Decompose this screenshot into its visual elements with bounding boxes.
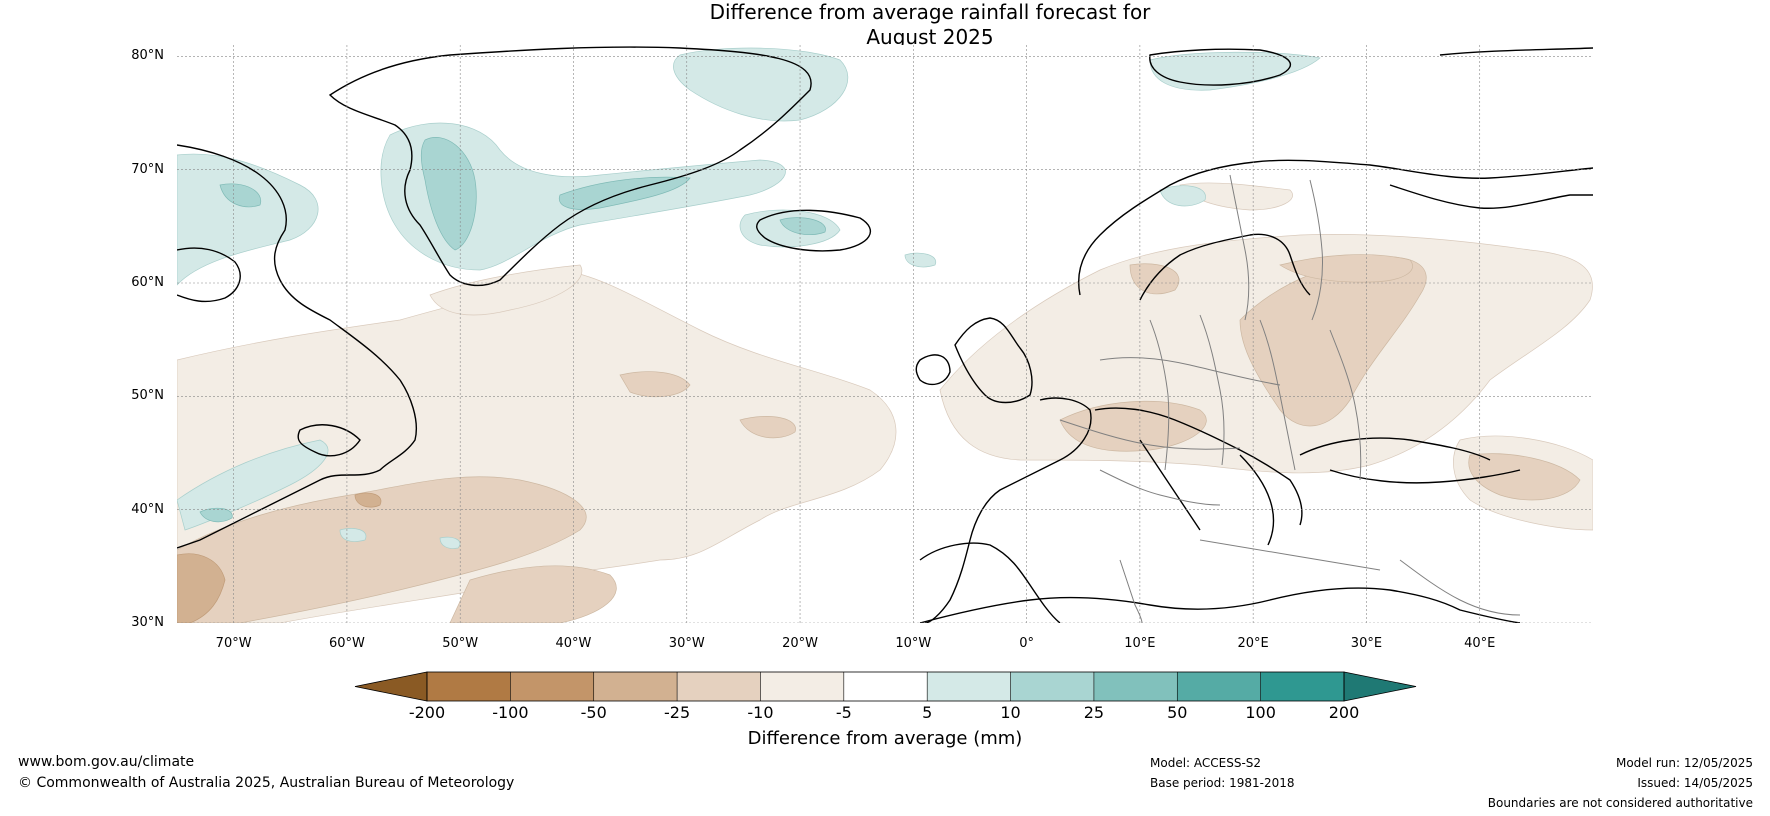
longitude-label: 20°E	[1237, 636, 1269, 651]
colorbar-segment	[1010, 672, 1094, 701]
latitude-label: 50°N	[131, 388, 164, 404]
colorbar-segment	[427, 672, 511, 701]
longitude-label: 10°W	[895, 636, 932, 651]
colorbar-tick-label: 25	[1083, 703, 1105, 722]
longitude-label: 40°E	[1464, 636, 1496, 651]
chart-title: Difference from average rainfall forecas…	[0, 0, 1770, 50]
colorbar-segment	[1260, 672, 1344, 701]
base-period-text: Base period: 1981-2018	[1150, 776, 1295, 790]
colorbar-tick-label: 5	[922, 703, 933, 722]
model-text: Model: ACCESS-S2	[1150, 756, 1262, 770]
colorbar-segment	[677, 672, 761, 701]
colorbar-tick-label: -50	[580, 703, 607, 722]
colorbar-segment	[1093, 672, 1178, 701]
longitude-label: 0°	[1019, 636, 1034, 651]
dry-anomaly-strongest	[177, 492, 382, 623]
colorbar-tick-label: -10	[747, 703, 774, 722]
latitude-label: 60°N	[131, 275, 164, 290]
longitude-label: 30°W	[668, 636, 705, 651]
latitude-label: 30°N	[131, 615, 164, 630]
copyright-text: © Commonwealth of Australia 2025, Austra…	[18, 775, 515, 791]
longitude-label: 30°E	[1350, 636, 1383, 651]
colorbar-label: Difference from average (mm)	[747, 728, 1023, 749]
longitude-label: 70°W	[215, 636, 252, 651]
wet-anomaly-strong	[199, 137, 826, 523]
colorbar-segment	[1177, 672, 1261, 701]
latitude-label: 40°N	[131, 501, 164, 517]
disclaimer-text: Boundaries are not considered authoritat…	[1487, 796, 1753, 810]
title-line-1: Difference from average rainfall forecas…	[709, 0, 1151, 24]
colorbar-segment	[593, 672, 678, 701]
colorbar-tick-label: 100	[1245, 703, 1276, 722]
colorbar-tick-label: -5	[835, 703, 852, 722]
gridlines	[177, 45, 1593, 623]
website-text: www.bom.gov.au/climate	[18, 754, 195, 770]
longitude-label: 20°W	[782, 636, 818, 651]
issued-text: Issued: 14/05/2025	[1637, 776, 1753, 790]
latitude-label: 70°N	[131, 161, 164, 177]
colorbar-segment	[760, 672, 844, 701]
longitude-label: 50°W	[442, 636, 479, 651]
colorbar-extend-low	[354, 671, 428, 702]
colorbar-tick-label: 10	[1000, 703, 1021, 722]
colorbar-tick-label: 50	[1167, 703, 1188, 722]
colorbar-extend-high	[1343, 671, 1417, 702]
colorbar-segment	[927, 672, 1011, 701]
colorbar-tick-label: -100	[492, 703, 529, 722]
longitude-label: 10°E	[1124, 636, 1156, 651]
dry-anomaly-strong	[177, 254, 1581, 623]
colorbar-segment	[510, 672, 594, 701]
latitude-label: 80°N	[131, 48, 164, 64]
country-borders	[1059, 174, 1521, 623]
colorbar-tick-label: 200	[1328, 703, 1360, 722]
longitude-label: 40°W	[555, 636, 592, 651]
longitude-label: 60°W	[328, 636, 365, 651]
colorbar-segment	[843, 672, 928, 701]
colorbar-tick-label: -200	[408, 703, 446, 722]
colorbar-tick-label: -25	[664, 703, 691, 722]
model-run-text: Model run: 12/05/2025	[1615, 756, 1753, 770]
